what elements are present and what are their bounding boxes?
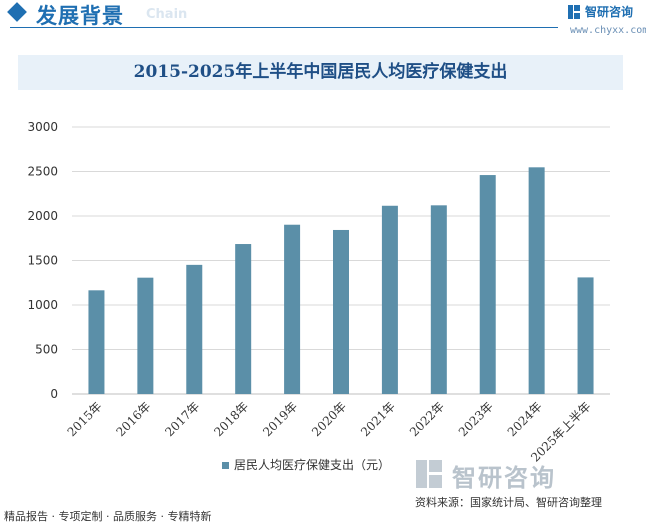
y-tick-label: 3000 (27, 120, 58, 134)
x-tick-label: 2018年 (211, 399, 251, 439)
y-tick-label: 500 (35, 343, 58, 357)
bar (333, 229, 349, 394)
bar (88, 290, 105, 394)
x-tick-label: 2022年 (407, 399, 447, 439)
x-tick-label: 2024年 (505, 399, 545, 439)
y-tick-label: 1500 (27, 254, 58, 268)
legend-swatch (222, 462, 229, 469)
x-tick-label: 2023年 (456, 399, 496, 439)
bar (528, 167, 545, 394)
chart-title: 2015-2025年上半年中国居民人均医疗保健支出 (18, 55, 623, 90)
x-tick-label: 2017年 (162, 399, 202, 439)
source-note: 资料来源：国家统计局、智研咨询整理 (415, 496, 602, 509)
brand-logo-icon (568, 5, 580, 19)
section-title: 发展背景 (36, 3, 124, 28)
section-header: 发展背景 Chain 智研咨询 www.chyxx.com (0, 0, 646, 40)
y-tick-label: 1000 (27, 298, 58, 312)
bar (137, 277, 154, 394)
header-divider (10, 27, 558, 28)
x-tick-label: 2019年 (260, 399, 300, 439)
y-tick-label: 2500 (27, 165, 58, 179)
x-tick-label: 2020年 (309, 399, 349, 439)
bar (186, 264, 203, 394)
legend-label: 居民人均医疗保健支出（元） (234, 458, 390, 472)
y-tick-label: 2000 (27, 209, 58, 223)
bar (430, 205, 447, 394)
footer-tagline: 精品报告 · 专项定制 · 品质服务 · 专精特新 (4, 510, 212, 523)
bar (577, 277, 594, 394)
x-tick-label: 2016年 (114, 399, 154, 439)
bar (235, 244, 252, 394)
bar (479, 175, 496, 394)
section-subtitle: Chain (146, 7, 188, 22)
brand-url[interactable]: www.chyxx.com (570, 25, 646, 36)
watermark-logo-icon (416, 460, 442, 488)
watermark-brand: 智研咨询 (452, 464, 556, 492)
x-tick-label: 2015年 (65, 399, 105, 439)
brand-name: 智研咨询 (585, 5, 634, 19)
x-tick-label: 2021年 (358, 399, 398, 439)
y-tick-label: 0 (50, 387, 58, 401)
bar (284, 224, 301, 394)
bar (381, 205, 398, 394)
